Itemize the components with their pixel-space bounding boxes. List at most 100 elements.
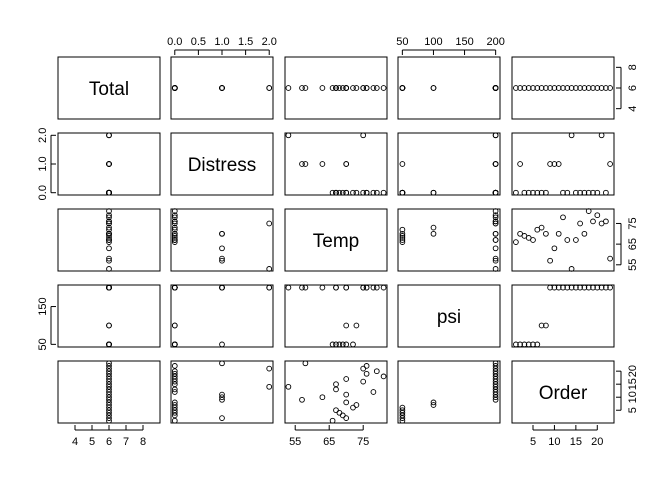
panel-total-vs-temp xyxy=(284,56,388,120)
data-point xyxy=(399,417,406,424)
data-point xyxy=(525,341,532,348)
data-point xyxy=(598,284,605,291)
data-point xyxy=(171,370,178,377)
data-point xyxy=(598,85,605,91)
tick-label-top: 1.0 xyxy=(214,36,229,48)
tick-label-bottom: 5 xyxy=(89,436,95,448)
data-point xyxy=(106,363,112,369)
data-point xyxy=(285,85,292,91)
data-point xyxy=(106,417,112,424)
data-point xyxy=(399,404,406,411)
data-point xyxy=(339,341,346,348)
variable-label: Temp xyxy=(313,231,359,252)
data-point xyxy=(585,189,592,196)
tick-label-bottom: 55 xyxy=(289,436,301,448)
panel-frame xyxy=(170,208,274,272)
data-point xyxy=(521,189,528,196)
data-point xyxy=(590,189,596,196)
panel-frame xyxy=(511,284,615,348)
data-point xyxy=(399,161,406,167)
data-point xyxy=(106,239,112,245)
data-point xyxy=(333,189,339,196)
data-point xyxy=(360,284,367,291)
data-point xyxy=(530,85,536,91)
panel-frame xyxy=(511,360,615,424)
panel-distress-vs-psi xyxy=(397,132,501,196)
data-point xyxy=(343,376,350,382)
data-point xyxy=(373,368,380,375)
data-point xyxy=(285,132,292,139)
data-point xyxy=(299,85,305,91)
data-point xyxy=(343,415,350,421)
tick-label-right: 20 xyxy=(627,365,639,377)
data-point xyxy=(336,189,343,196)
data-point xyxy=(333,386,339,393)
data-point xyxy=(560,189,566,196)
data-point xyxy=(399,230,406,237)
data-point xyxy=(319,85,326,91)
data-point xyxy=(339,189,346,196)
data-point xyxy=(492,237,499,243)
data-point xyxy=(266,284,273,291)
data-point xyxy=(538,224,545,231)
data-point xyxy=(219,230,225,237)
data-point xyxy=(492,212,499,219)
tick-label-bottom: 8 xyxy=(140,436,146,448)
tick-label-top: 1.5 xyxy=(238,36,253,48)
data-point xyxy=(399,226,406,233)
tick-label-bottom: 5 xyxy=(530,436,536,448)
data-point xyxy=(360,85,367,91)
data-point xyxy=(285,284,292,291)
data-point xyxy=(564,189,571,196)
panel-frame xyxy=(170,284,274,348)
data-point xyxy=(492,368,499,375)
data-point xyxy=(594,284,601,291)
data-point xyxy=(363,189,370,196)
panel-frame xyxy=(397,132,501,196)
data-point xyxy=(555,85,562,91)
data-point xyxy=(285,383,292,390)
data-point xyxy=(577,284,583,291)
tick-label-bottom: 65 xyxy=(323,436,335,448)
data-point xyxy=(339,85,346,91)
data-point xyxy=(343,322,350,329)
data-point xyxy=(319,284,326,291)
data-point xyxy=(513,239,519,245)
tick-label-top: 100 xyxy=(424,36,442,48)
tick-label-right: 6 xyxy=(627,85,639,91)
data-point xyxy=(106,368,112,375)
data-point xyxy=(492,230,499,237)
data-point xyxy=(370,85,377,91)
data-point xyxy=(564,85,571,91)
data-point xyxy=(430,85,437,91)
data-point xyxy=(373,284,380,291)
data-point xyxy=(517,85,523,91)
data-point xyxy=(492,266,499,272)
data-point xyxy=(106,415,112,421)
panel-frame xyxy=(284,360,388,424)
data-point xyxy=(594,85,601,91)
data-point xyxy=(219,85,225,91)
tick-label-left: 2.0 xyxy=(37,128,49,143)
data-point xyxy=(266,383,273,390)
tick-label-top: 2.0 xyxy=(262,36,277,48)
data-point xyxy=(399,235,406,241)
data-point xyxy=(573,284,579,291)
data-point xyxy=(219,415,225,421)
data-point xyxy=(360,189,367,196)
data-point xyxy=(585,284,592,291)
panel-total-vs-order xyxy=(511,56,615,120)
data-point xyxy=(543,189,549,196)
data-point xyxy=(492,257,499,264)
data-point xyxy=(329,85,336,91)
data-point xyxy=(171,399,178,406)
data-point xyxy=(430,224,437,231)
data-point xyxy=(538,85,545,91)
data-point xyxy=(360,365,367,372)
data-point xyxy=(360,132,367,139)
data-point xyxy=(564,284,571,291)
data-point xyxy=(343,341,350,348)
data-point xyxy=(106,255,112,262)
data-point xyxy=(106,284,112,291)
panel-frame xyxy=(397,360,501,424)
